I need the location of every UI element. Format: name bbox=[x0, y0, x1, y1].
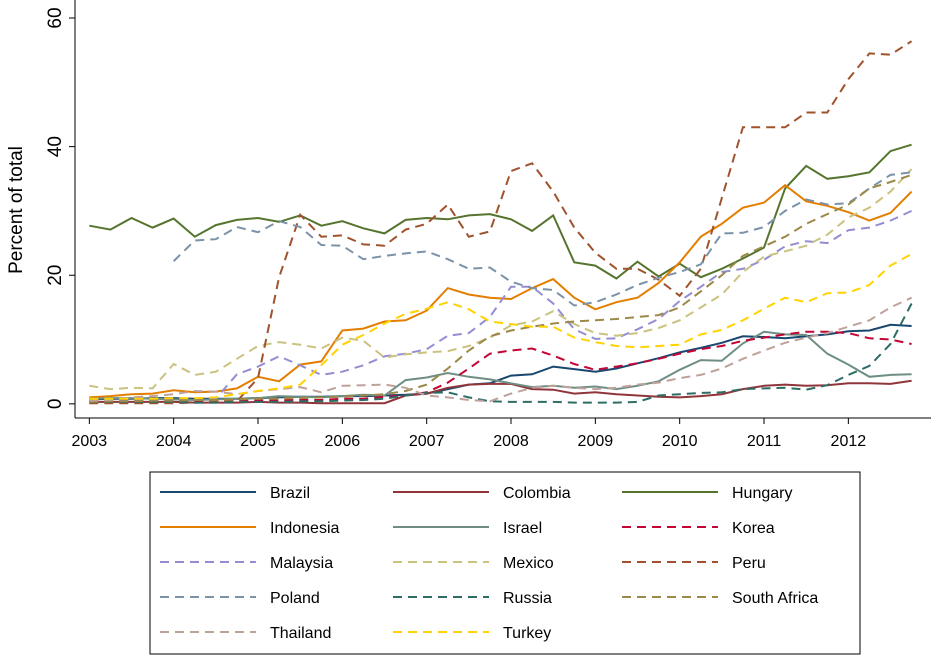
x-tick-label: 2012 bbox=[831, 433, 867, 450]
x-tick-label: 2006 bbox=[325, 433, 361, 450]
legend-label: Hungary bbox=[732, 485, 792, 502]
legend-label: Peru bbox=[732, 555, 766, 572]
legend-label: Thailand bbox=[270, 625, 331, 642]
x-tick-label: 2009 bbox=[578, 433, 614, 450]
legend-label: Turkey bbox=[503, 625, 551, 642]
legend-label: Colombia bbox=[503, 485, 571, 502]
legend-label: Brazil bbox=[270, 485, 310, 502]
y-tick-label: 40 bbox=[45, 136, 66, 157]
legend-label: South Africa bbox=[732, 590, 818, 607]
legend-label: Israel bbox=[503, 520, 542, 537]
series-line bbox=[89, 209, 913, 403]
y-tick-label: 60 bbox=[45, 7, 66, 28]
series-line bbox=[89, 143, 912, 280]
series-line bbox=[89, 173, 912, 403]
series-line bbox=[89, 303, 913, 404]
legend bbox=[149, 471, 861, 655]
x-tick-label: 2007 bbox=[409, 433, 445, 450]
y-tick-label: 0 bbox=[45, 399, 66, 410]
series-line bbox=[89, 296, 913, 403]
series-line bbox=[173, 171, 912, 307]
x-tick-label: 2008 bbox=[493, 433, 529, 450]
y-axis-label: Percent of total bbox=[6, 146, 27, 274]
x-tick-label: 2004 bbox=[156, 433, 192, 450]
series-line bbox=[89, 253, 913, 400]
legend-label: Mexico bbox=[503, 555, 554, 572]
x-tick-label: 2011 bbox=[747, 433, 782, 450]
y-tick-label: 20 bbox=[45, 265, 66, 286]
x-tick-label: 2010 bbox=[662, 433, 698, 450]
legend-label: Russia bbox=[503, 590, 552, 607]
legend-label: Malaysia bbox=[270, 555, 333, 572]
legend-label: Korea bbox=[732, 520, 775, 537]
series-line bbox=[89, 168, 913, 391]
x-tick-label: 2003 bbox=[72, 433, 108, 450]
series-line bbox=[89, 183, 913, 399]
series-line bbox=[89, 40, 913, 405]
series-line bbox=[89, 323, 912, 401]
legend-label: Poland bbox=[270, 590, 320, 607]
x-tick-label: 2005 bbox=[240, 433, 276, 450]
legend-label: Indonesia bbox=[270, 520, 339, 537]
